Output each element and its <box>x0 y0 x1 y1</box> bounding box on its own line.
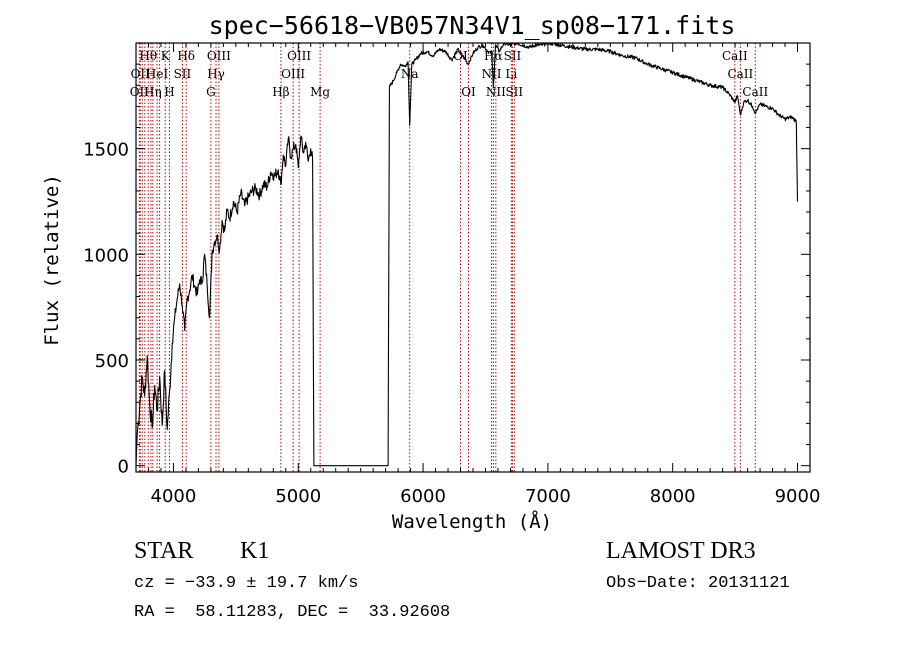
y-axis-label: Flux (relative) <box>41 174 63 346</box>
line-label: Na <box>401 67 419 81</box>
subclass-label: K1 <box>240 538 270 564</box>
line-label: OIII <box>207 49 231 63</box>
line-label: Mg <box>310 85 330 99</box>
y-tick-label: 0 <box>118 457 129 478</box>
y-axis: 0 500 1000 1500 <box>83 63 810 478</box>
survey-label: LAMOST DR3 <box>606 538 756 564</box>
y-tick-label: 1000 <box>83 245 129 266</box>
y-tick-label: 1500 <box>83 140 129 161</box>
line-label: CaII <box>727 67 753 81</box>
line-label: Hδ <box>177 49 195 63</box>
line-label: SII <box>504 49 522 63</box>
line-label: SII <box>505 85 523 99</box>
x-axis: 4000 5000 6000 7000 8000 9000 <box>135 43 821 507</box>
line-label: CaII <box>742 85 768 99</box>
y-tick-label: 500 <box>95 351 129 372</box>
x-tick-label: 9000 <box>775 486 821 507</box>
line-label: CaII <box>722 49 748 63</box>
line-label: K <box>161 49 171 63</box>
line-label: G <box>206 85 216 99</box>
line-label: OI <box>461 85 476 99</box>
line-label: Hβ <box>272 85 289 99</box>
line-label: H <box>164 85 174 99</box>
spectral-line-markers <box>138 43 756 472</box>
line-label: NII <box>481 67 501 81</box>
line-label: Hγ <box>207 67 225 81</box>
obs-date-text: Obs−Date: 20131121 <box>606 574 790 593</box>
x-tick-label: 4000 <box>151 486 197 507</box>
line-label: HeI <box>146 67 169 81</box>
line-label: OII <box>130 85 150 99</box>
x-tick-label: 6000 <box>400 486 446 507</box>
plot-frame <box>135 42 811 473</box>
spectrum-line <box>135 42 799 467</box>
chart-title: spec−56618−VB057N34V1_sp08−171.fits <box>209 11 736 40</box>
redshift-text: cz = −33.9 ± 19.7 km/s <box>134 574 359 593</box>
line-label: Hη <box>144 85 162 99</box>
x-tick-label: 8000 <box>650 486 696 507</box>
line-label: NII <box>486 85 506 99</box>
line-label: Li <box>505 67 517 81</box>
line-label: SII <box>174 67 192 81</box>
line-label: Hθ <box>139 49 157 63</box>
line-label: OIII <box>281 67 305 81</box>
line-label: OIII <box>287 49 311 63</box>
coordinates-text: RA = 58.11283, DEC = 33.92608 <box>134 603 451 622</box>
class-label: STAR <box>134 538 194 564</box>
x-tick-label: 5000 <box>275 486 321 507</box>
x-tick-label: 7000 <box>525 486 571 507</box>
x-axis-label: Wavelength (Å) <box>392 510 552 533</box>
